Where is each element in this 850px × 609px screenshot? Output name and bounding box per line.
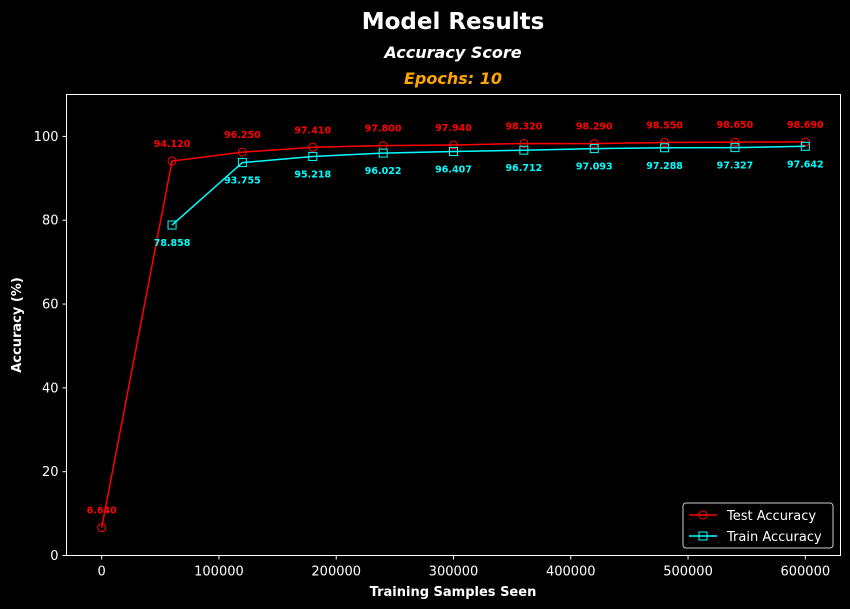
data-label: 98.650 [717,120,754,131]
data-label: 96.250 [224,130,261,141]
legend-test-label: Test Accuracy [726,509,816,524]
data-label: 97.800 [365,124,402,135]
series-layer: 6.640 94.120 96.250 97.410 97.800 97.940 98.32… [87,120,824,533]
data-point-marker [519,138,529,148]
x-axis-ticks: 0 100000 200000 300000 400000 500000 600000 [98,555,830,580]
chart-subtitle: Accuracy Score [382,43,521,62]
y-tick-label: 100 [34,130,59,145]
data-point-marker [378,141,388,151]
data-point-marker [730,137,740,147]
x-tick-label: 300000 [429,565,479,580]
data-label: 93.755 [224,176,261,187]
data-point-marker [237,158,247,168]
legend-test-marker [698,510,708,520]
y-tick-label: 20 [42,465,59,480]
y-tick-label: 0 [50,549,58,564]
data-label: 97.940 [435,123,472,134]
data-label: 97.093 [576,162,613,173]
data-label: 98.320 [506,121,543,132]
legend-box [682,502,834,549]
data-label: 97.642 [787,159,824,170]
data-point-marker [378,148,388,158]
y-axis-label: Accuracy (%) [10,277,25,373]
data-label: 98.550 [646,120,683,131]
data-point-marker [97,523,107,533]
x-axis-label: Training Samples Seen [370,585,537,600]
x-tick-label: 100000 [194,565,244,580]
data-point-marker [449,146,458,156]
data-label: 95.218 [294,169,331,180]
data-point-marker [519,145,529,155]
series-line [171,145,806,226]
data-label: 96.407 [435,164,472,175]
data-point-marker [589,139,599,149]
data-label: 96.712 [506,163,543,174]
x-tick-label: 0 [98,565,106,580]
x-tick-label: 200000 [311,565,361,580]
data-label: 97.288 [646,161,683,172]
data-label: 96.022 [365,166,402,177]
data-label: 98.690 [787,120,824,131]
x-tick-label: 600000 [780,565,830,580]
data-point-marker [660,137,670,147]
chart-title: Model Results [362,9,545,35]
series-0: 6.640 94.120 96.250 97.410 97.800 97.940 98.32… [87,120,824,533]
x-tick-label: 500000 [663,565,713,580]
legend-train-marker [698,531,708,541]
data-label: 97.327 [717,161,754,172]
data-label: 6.640 [87,506,117,517]
data-point-marker [237,147,247,157]
chart-epochs: Epochs: 10 [404,69,502,88]
data-point-marker [589,144,599,154]
y-axis-ticks: 0 20 40 60 80 100 [34,130,67,564]
legend-train-label: Train Accuracy [726,530,822,545]
data-point-marker [660,143,670,153]
data-point-marker [800,141,810,151]
data-label: 78.858 [154,238,191,249]
data-point-marker [167,156,177,166]
data-point-marker [449,140,458,150]
data-point-marker [730,143,740,153]
series-1: 78.858 93.755 95.218 96.022 96.407 96.712 97.0… [154,141,824,249]
data-label: 98.290 [576,122,613,133]
y-tick-label: 80 [42,214,59,229]
data-label: 94.120 [154,139,191,150]
legend: Test Accuracy Train Accuracy [682,502,834,549]
data-label: 97.410 [294,125,331,136]
data-point-marker [308,142,318,152]
data-point-marker [308,151,318,161]
y-tick-label: 60 [42,298,59,313]
series-line [100,141,806,528]
y-tick-label: 40 [42,381,59,396]
data-point-marker [167,220,177,230]
x-tick-label: 400000 [546,565,596,580]
